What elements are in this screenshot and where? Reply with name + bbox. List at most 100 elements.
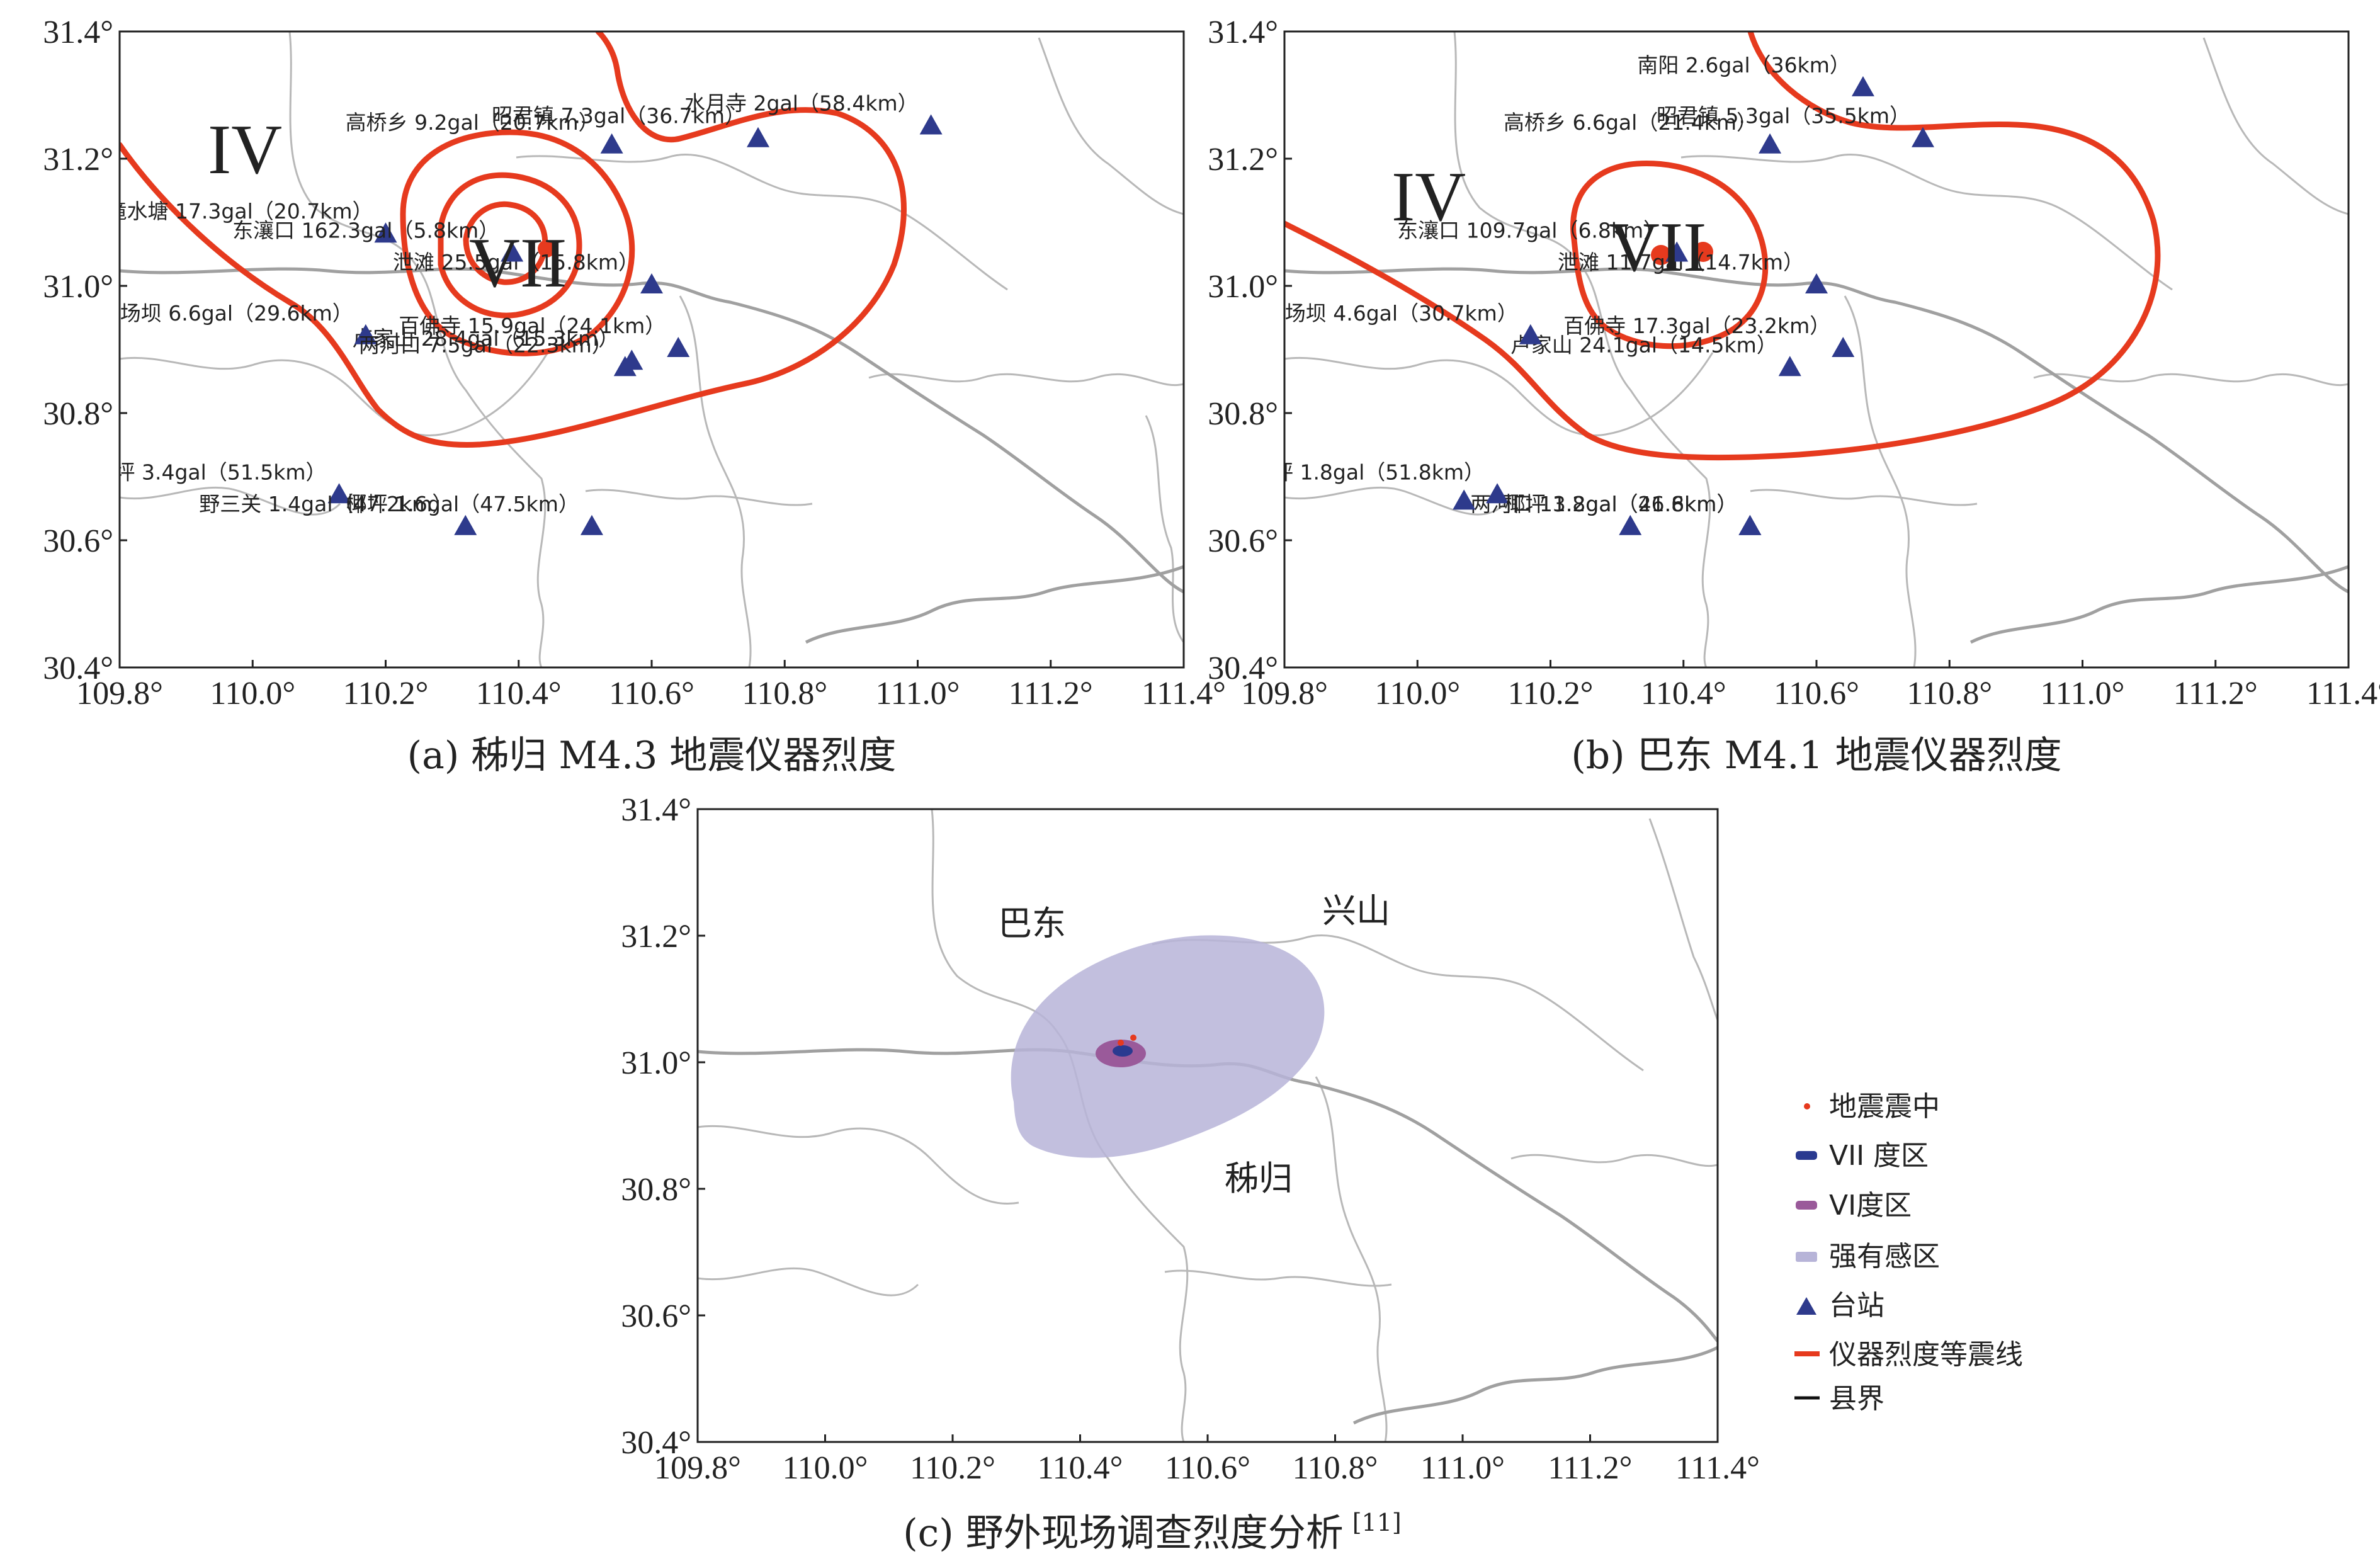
station-marker (600, 133, 623, 154)
county-boundary (2202, 37, 2349, 215)
station-marker (1619, 514, 1642, 535)
y-tick-label: 30.8° (43, 396, 113, 432)
x-tick-label: 110.2° (1508, 676, 1594, 712)
intensity-label-iv: IV (1391, 158, 1466, 236)
station-label: 滝水塘 17.3gal（20.7km） (106, 199, 373, 224)
felt-zone (1011, 935, 1325, 1158)
county-boundary (868, 373, 1184, 386)
station-marker (667, 337, 690, 357)
x-tick-label: 111.0° (2041, 676, 2125, 712)
county-boundary (1750, 489, 1978, 506)
station-label: 东瀼口 162.3gal（5.8km） (232, 218, 499, 243)
lower-river (1969, 565, 2349, 644)
x-tick-label: 111.4° (1142, 676, 1226, 712)
isoline-v (400, 129, 635, 356)
station-marker (1486, 483, 1509, 504)
station-marker (1665, 241, 1689, 262)
epicenter-marker (1130, 1035, 1136, 1041)
station-label: 水月寺 2gal（58.4km） (684, 91, 919, 116)
y-tick-label: 31.0° (43, 269, 113, 305)
county-boundary (1164, 1269, 1392, 1287)
station-marker (374, 222, 397, 243)
legend-label-zone7: VII 度区 (1829, 1140, 1929, 1172)
station-label: 野三关 1.4gal（47.2km） (199, 492, 453, 516)
x-tick-label: 110.0° (783, 1450, 868, 1486)
x-tick-label: 110.4° (1038, 1450, 1123, 1486)
y-tick-label: 31.2° (1208, 142, 1278, 178)
legend-station-swatch (1796, 1297, 1816, 1315)
panel-a-caption: (a) 秭归 M4.3 地震仪器烈度 (407, 734, 897, 778)
station-marker (1832, 337, 1855, 357)
intensity-label-iv: IV (208, 111, 282, 189)
x-tick-label: 110.8° (1907, 676, 1992, 712)
station-marker (1912, 127, 1934, 147)
y-tick-label: 30.6° (621, 1298, 691, 1334)
legend-zone6-swatch (1796, 1201, 1817, 1210)
county-boundary (288, 31, 547, 667)
y-tick-label: 30.4° (1208, 650, 1278, 686)
station-label: 百佛寺 17.3gal（23.2km） (1563, 314, 1830, 338)
x-tick-label: 110.0° (1374, 676, 1460, 712)
county-boundary (1315, 1076, 1388, 1442)
station-marker (1851, 76, 1874, 96)
panel-c-basemap (698, 809, 1718, 1442)
x-tick-label: 110.2° (343, 676, 429, 712)
station-label: 高桥乡 6.6gal（21.4km） (1504, 110, 1757, 135)
station-marker (613, 356, 637, 377)
county-boundary (1284, 352, 1714, 436)
station-label: 百佛寺 15.9gal（24.1km） (399, 314, 666, 338)
x-tick-label: 111.2° (1009, 676, 1093, 712)
station-label: 教场坝 6.6gal（29.6km） (99, 301, 353, 326)
station-marker (1778, 356, 1801, 377)
station-label: 卢家山 24.1gal（14.5km） (1510, 332, 1777, 357)
legend-label-isoline: 仪器烈度等震线 (1829, 1339, 2023, 1371)
x-tick-label: 109.8° (1241, 676, 1328, 712)
county-boundary (2033, 373, 2349, 386)
legend-label-station: 台站 (1829, 1290, 1884, 1322)
panel-c-caption-text: (c) 野外现场调查烈度分析 (903, 1511, 1344, 1555)
panel-c-caption-ref: [11] (1352, 1509, 1402, 1536)
x-tick-label: 110.6° (1774, 676, 1859, 712)
county-boundary (698, 1267, 919, 1296)
x-tick-label: 111.2° (1548, 1450, 1633, 1486)
y-tick-label: 30.4° (43, 650, 113, 686)
stations-b: 南阳 2.6gal（36km） 高桥乡 6.6gal（21.4km）昭君镇 5.3… (1264, 53, 1934, 535)
legend-label-felt: 强有感区 (1829, 1240, 1940, 1273)
station-marker (501, 241, 524, 262)
x-tick-label: 111.0° (876, 676, 960, 712)
x-tick-label: 111.2° (2173, 676, 2258, 712)
isoline-iv (120, 31, 907, 448)
y-tick-label: 31.4° (43, 14, 113, 50)
panel-b: 南阳 2.6gal（36km） 高桥乡 6.6gal（21.4km）昭君镇 5.3… (1208, 14, 2380, 778)
x-tick-label: 109.8° (76, 676, 163, 712)
intensity-label-vii: VII (1609, 208, 1706, 287)
x-tick-label: 110.2° (910, 1450, 995, 1486)
place-label-zigui: 秭归 (1225, 1159, 1293, 1198)
station-marker (1519, 324, 1542, 344)
panel-c: 109.8° 110.0° 110.2° 110.4° 110.6° 110.8° 111.… (621, 792, 1760, 1555)
station-label: 昭君镇 7.3gal（36.7km） (492, 104, 745, 128)
station-marker (919, 114, 943, 135)
legend: 地震震中 VII 度区 VI度区 强有感区 台站 仪器烈度等震线 县界 (1794, 1091, 2023, 1415)
epicenter-marker (538, 240, 555, 258)
station-label: 昭君镇 5.3gal（35.5km） (1657, 104, 1910, 128)
station-label: 高桥乡 9.2gal（20.7km） (346, 110, 599, 135)
x-tick-label: 110.4° (1641, 676, 1726, 712)
station-marker (1738, 514, 1762, 535)
epicenter-marker (1118, 1040, 1124, 1046)
x-tick-label: 109.8° (654, 1450, 741, 1486)
station-marker (747, 127, 769, 147)
x-tick-label: 111.0° (1420, 1450, 1505, 1486)
panel-c-ticks: 109.8° 110.0° 110.2° 110.4° 110.6° 110.8° 111.… (621, 792, 1760, 1486)
intensity-vii-zone (1113, 1045, 1133, 1057)
station-label: 椰坪 1.2gal（46.8km） (1504, 492, 1737, 516)
station-label: 教场坝 4.6gal（30.7km） (1264, 301, 1518, 326)
epicenter-marker (1693, 242, 1713, 262)
county-boundary (1145, 415, 1184, 643)
isoline-iv (1284, 31, 2161, 461)
legend-zone7-swatch (1796, 1151, 1817, 1160)
x-tick-label: 110.0° (210, 676, 295, 712)
station-marker (640, 273, 663, 293)
panel-b-caption: (b) 巴东 M4.1 地震仪器烈度 (1571, 734, 2061, 778)
